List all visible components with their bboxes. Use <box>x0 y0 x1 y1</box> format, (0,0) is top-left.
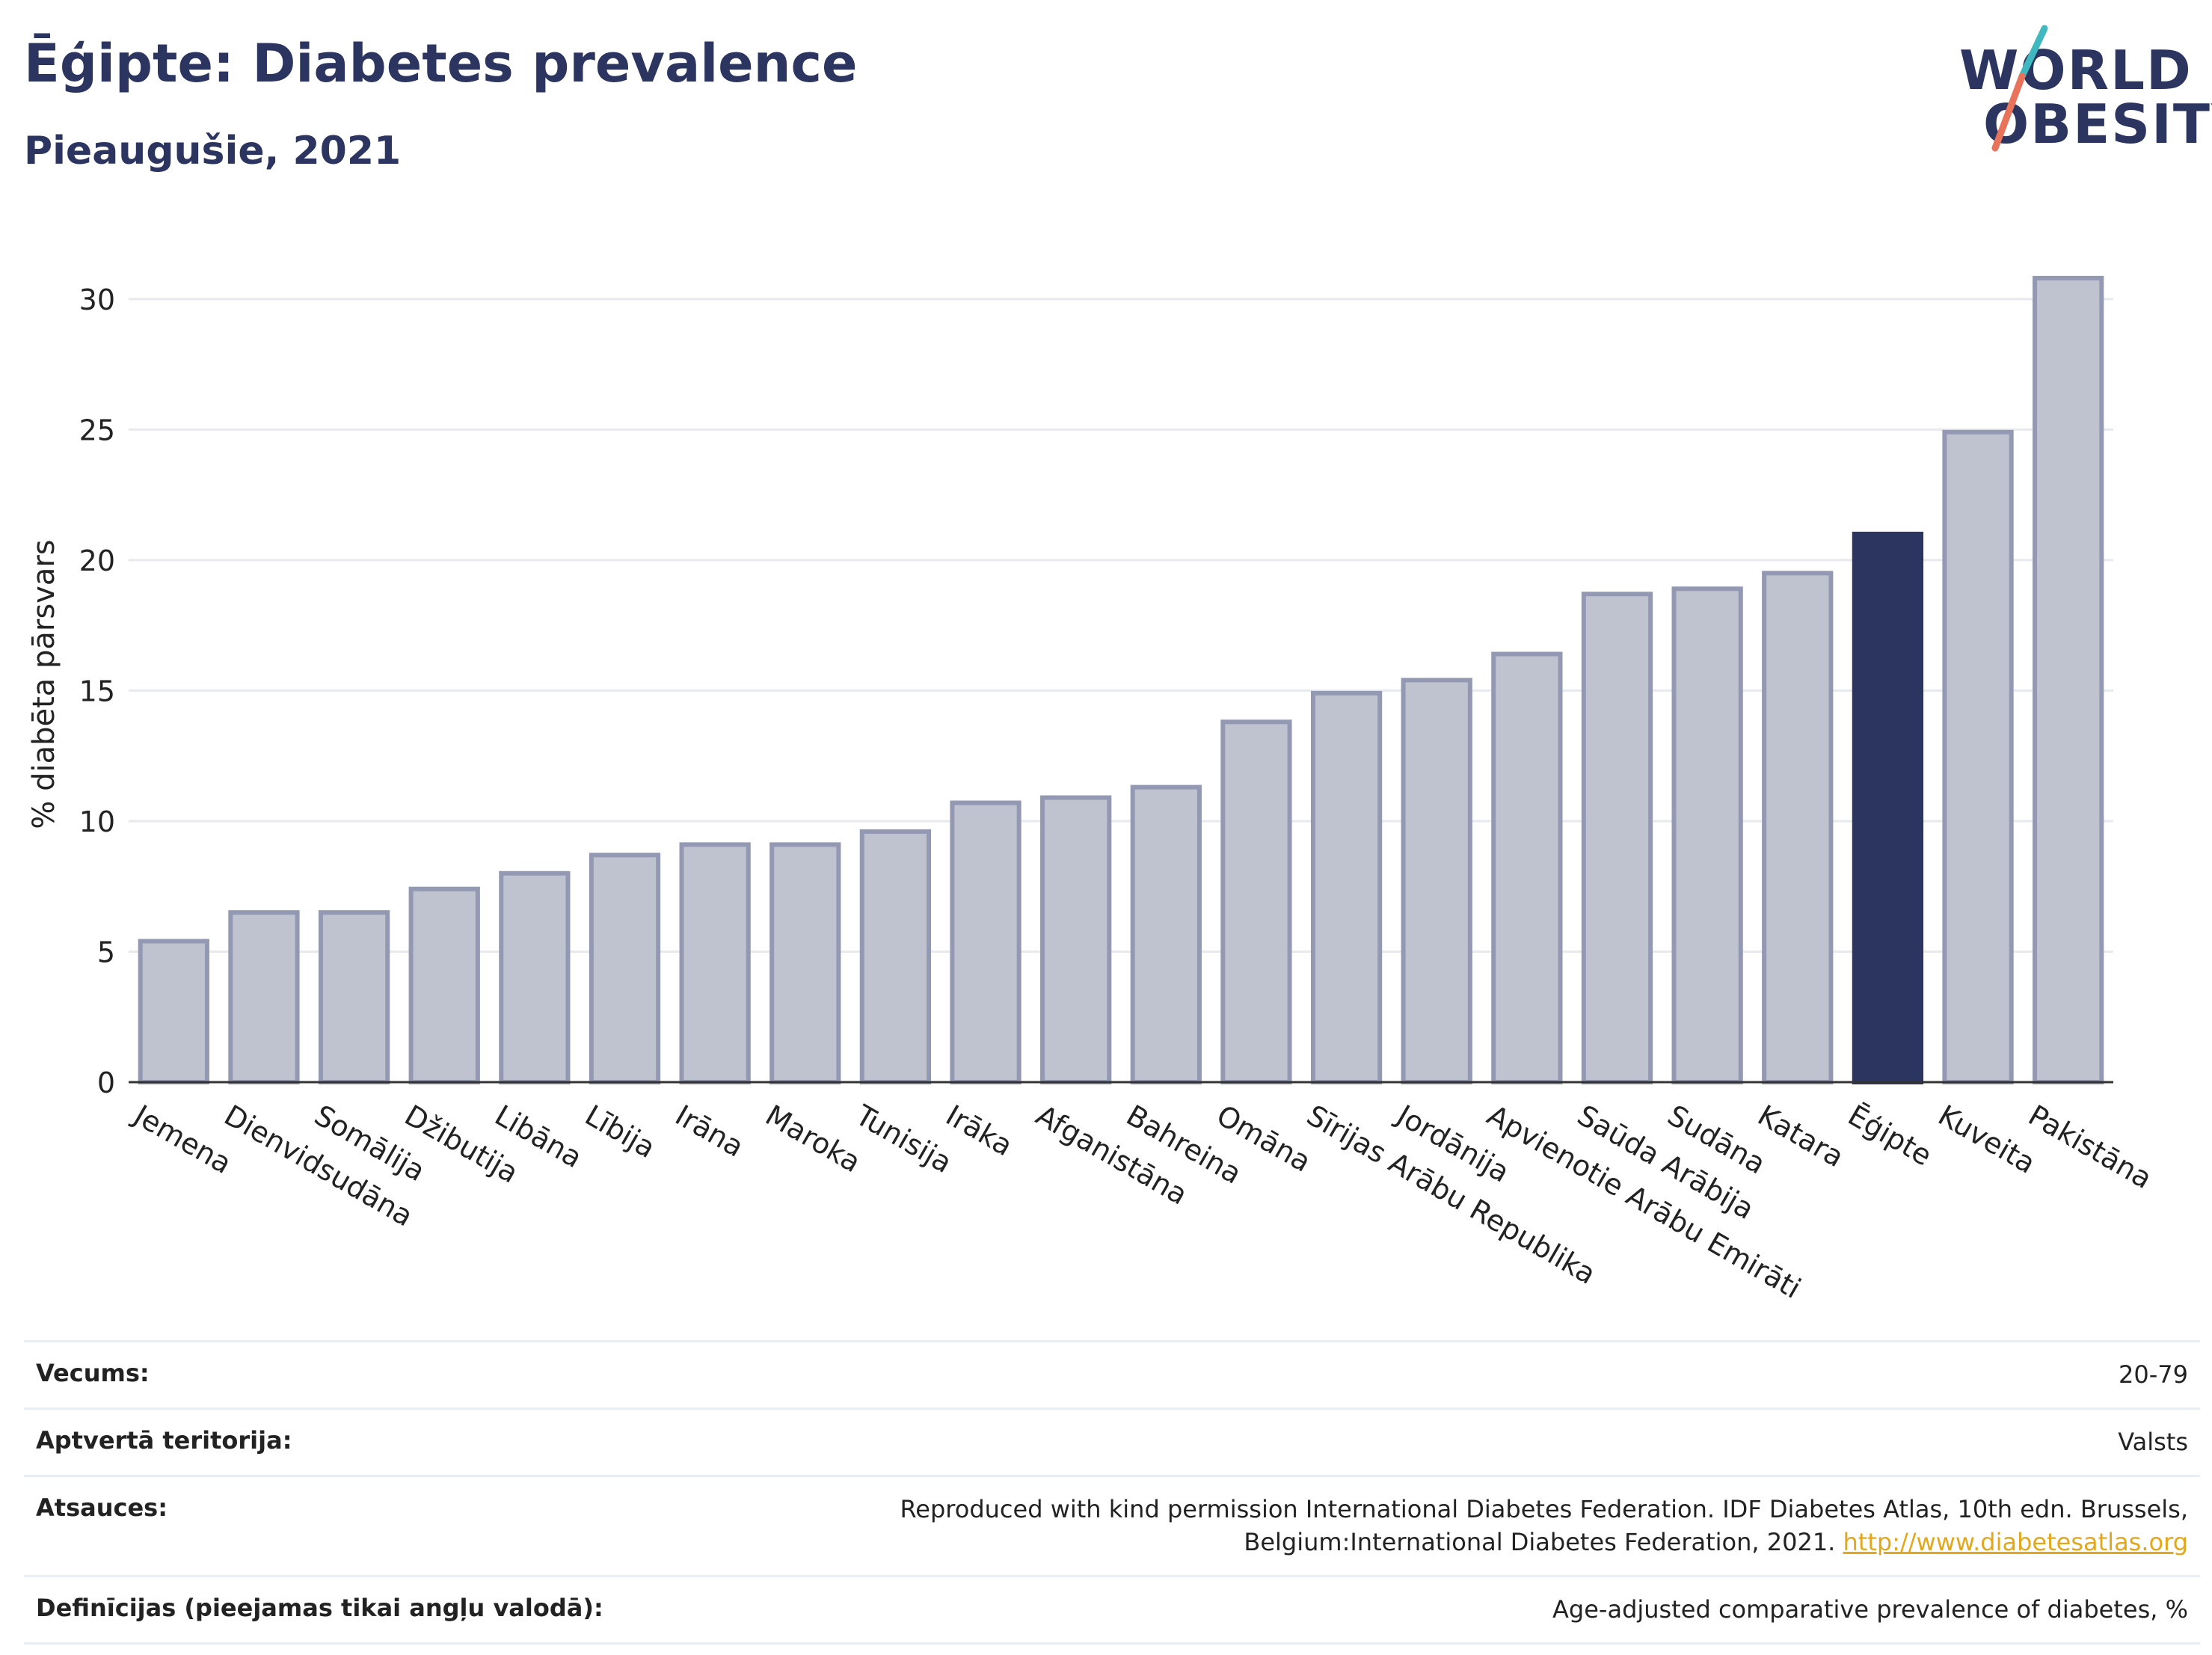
x-tick-label: Tunisija <box>850 1098 957 1179</box>
logo-slash-icon <box>1991 25 2048 152</box>
x-tick-label: Ēģipte <box>1843 1099 1938 1173</box>
bars <box>138 275 2104 1085</box>
world-obesity-logo: WORLD OBESITY <box>1944 22 2212 165</box>
info-row-age: Vecums: 20-79 <box>24 1340 2200 1407</box>
logo-text-world: WORLD <box>1959 39 2193 102</box>
info-value-age: 20-79 <box>2119 1360 2188 1389</box>
bar-15[interactable] <box>1491 651 1563 1084</box>
info-row-references: Atsauces: Reproduced with kind permissio… <box>24 1475 2200 1574</box>
chart-title: Ēģipte: Diabetes prevalence <box>24 33 858 94</box>
x-tick-label: Kuveita <box>1933 1099 2042 1180</box>
bar-0[interactable] <box>138 939 209 1084</box>
info-row-definitions: Definīcijas (pieejamas tikai angļu valod… <box>24 1574 2200 1645</box>
x-tick-label: Lībija <box>580 1099 661 1164</box>
references-link[interactable]: http://www.diabetesatlas.org <box>1843 1527 2188 1556</box>
bar-14[interactable] <box>1401 678 1472 1084</box>
bar-19[interactable] <box>1852 531 1924 1084</box>
chart-subtitle: Pieaugušie, 2021 <box>24 129 402 174</box>
bar-10[interactable] <box>1040 795 1112 1084</box>
y-tick-label: 30 <box>79 283 115 316</box>
bar-11[interactable] <box>1130 784 1202 1084</box>
info-label-territory: Aptvertā teritorija: <box>36 1426 292 1455</box>
info-label-definitions: Definīcijas (pieejamas tikai angļu valod… <box>36 1593 603 1622</box>
info-label-age: Vecums: <box>36 1359 150 1387</box>
y-tick-label: 25 <box>79 414 115 446</box>
y-tick-label: 0 <box>97 1066 115 1099</box>
bar-9[interactable] <box>950 800 1021 1085</box>
info-row-territory: Aptvertā teritorija: Valsts <box>24 1407 2200 1475</box>
bar-7[interactable] <box>769 842 841 1085</box>
x-tick-label: Katara <box>1752 1099 1849 1173</box>
x-tick-label: Jemena <box>127 1098 237 1180</box>
info-value-definitions: Age-adjusted comparative prevalence of d… <box>1552 1594 2188 1624</box>
bar-12[interactable] <box>1220 719 1292 1084</box>
y-axis-label: % diabēta pārsvars <box>27 539 61 829</box>
info-label-references: Atsauces: <box>36 1493 168 1523</box>
bar-3[interactable] <box>408 886 480 1084</box>
y-tick-label: 10 <box>79 805 115 838</box>
y-tick-label: 20 <box>79 544 115 577</box>
logo-text-obesity: OBESITY <box>1983 93 2212 156</box>
info-value-territory: Valsts <box>2118 1428 2188 1457</box>
bar-1[interactable] <box>228 910 300 1084</box>
info-value-references: Reproduced with kind permission Internat… <box>648 1493 2189 1558</box>
bar-13[interactable] <box>1310 690 1383 1084</box>
bar-5[interactable] <box>589 853 661 1085</box>
bar-21[interactable] <box>2033 275 2104 1085</box>
bar-2[interactable] <box>318 910 390 1084</box>
y-tick-label: 15 <box>79 675 115 707</box>
x-tick-label: Pakistāna <box>2023 1099 2157 1195</box>
bar-6[interactable] <box>679 842 751 1085</box>
bar-8[interactable] <box>859 829 932 1085</box>
y-tick-label: 5 <box>97 936 115 968</box>
x-tick-label: Afganistāna <box>1030 1099 1193 1212</box>
x-tick-label: Maroka <box>760 1099 866 1179</box>
axes: 051015202530JemenaDienvidsudānaSomālijaD… <box>79 283 2158 1305</box>
bar-18[interactable] <box>1762 571 1834 1084</box>
bar-20[interactable] <box>1942 429 2014 1084</box>
bar-17[interactable] <box>1671 586 1743 1084</box>
x-tick-label: Irāna <box>670 1099 749 1164</box>
references-text: Reproduced with kind permission Internat… <box>900 1495 2189 1556</box>
bar-chart: 051015202530JemenaDienvidsudānaSomālijaD… <box>27 275 2158 1305</box>
bar-16[interactable] <box>1581 592 1653 1084</box>
info-table: Vecums: 20-79 Aptvertā teritorija: Valst… <box>24 1340 2200 1645</box>
bar-4[interactable] <box>499 871 571 1084</box>
